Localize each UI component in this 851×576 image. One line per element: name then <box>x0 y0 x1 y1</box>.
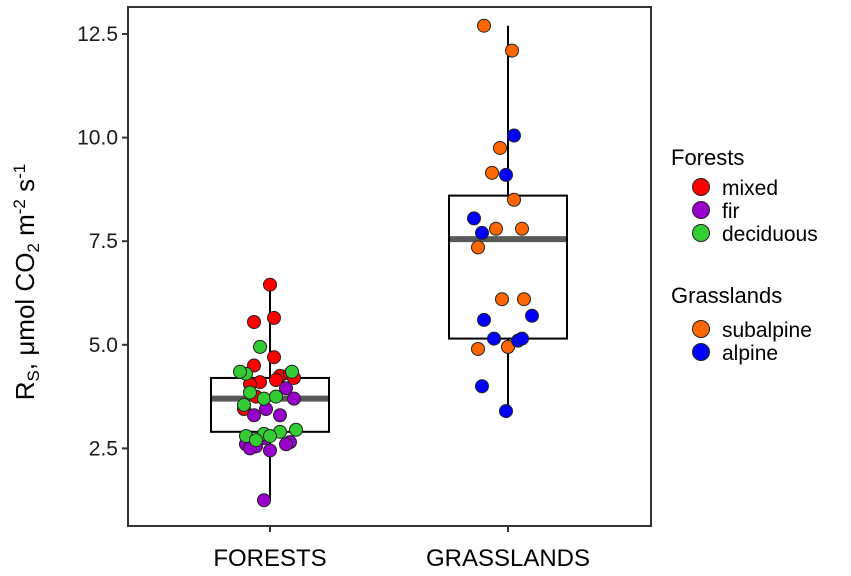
y-tick-label: 5.0 <box>89 334 118 357</box>
legend-marker-fir <box>692 201 710 219</box>
legend-label-subalpine: subalpine <box>722 319 812 342</box>
data-point-deciduous <box>233 364 247 379</box>
y-tick-label: 10.0 <box>77 127 118 150</box>
legend-marker-deciduous <box>692 224 710 242</box>
data-point-subalpine <box>493 140 507 155</box>
plot-border <box>127 6 652 527</box>
legend-label-mixed: mixed <box>722 177 778 200</box>
data-point-subalpine <box>471 341 485 356</box>
data-point-alpine <box>477 312 491 327</box>
data-point-mixed <box>269 373 283 388</box>
x-tick-label-grasslands: GRASSLANDS <box>426 545 590 572</box>
legend-label-deciduous: deciduous <box>722 223 818 246</box>
data-point-subalpine <box>485 165 499 180</box>
data-point-fir <box>257 493 271 508</box>
data-point-alpine <box>525 308 539 323</box>
y-tick-label: 2.5 <box>89 437 118 460</box>
data-point-fir <box>247 408 261 423</box>
data-point-mixed <box>247 315 261 330</box>
data-point-subalpine <box>515 221 529 236</box>
data-point-deciduous <box>289 422 303 437</box>
legend-title-forests: Forests <box>671 145 744 170</box>
data-point-subalpine <box>471 240 485 255</box>
data-point-deciduous <box>243 385 257 400</box>
data-point-fir <box>279 381 293 396</box>
legend-label-fir: fir <box>722 200 740 223</box>
data-point-deciduous <box>249 433 263 448</box>
data-point-alpine <box>467 211 481 226</box>
y-tick-label: 7.5 <box>89 230 118 253</box>
data-point-subalpine <box>517 292 531 307</box>
data-point-fir <box>263 443 277 458</box>
data-point-fir <box>273 408 287 423</box>
legend-title-grasslands: Grasslands <box>671 283 782 308</box>
plot-area <box>127 6 652 527</box>
data-point-mixed <box>267 350 281 365</box>
data-point-subalpine <box>495 292 509 307</box>
data-point-alpine <box>499 404 513 419</box>
data-point-subalpine <box>477 18 491 33</box>
x-tick-label-forests: FORESTS <box>213 545 326 572</box>
y-axis: 2.5 5.0 7.5 10.0 12.5 <box>77 23 128 460</box>
box-grasslands <box>448 194 568 340</box>
data-point-alpine <box>475 379 489 394</box>
data-point-deciduous <box>269 389 283 404</box>
legend-label-alpine: alpine <box>722 342 778 365</box>
y-axis-title: RS, μmol CO2 m-2 s-1 <box>10 164 43 401</box>
x-axis: FORESTS GRASSLANDS <box>213 526 590 572</box>
data-point-mixed <box>263 277 277 292</box>
data-point-deciduous <box>253 339 267 354</box>
y-tick-label: 12.5 <box>77 23 118 46</box>
data-point-subalpine <box>489 221 503 236</box>
data-point-alpine <box>487 331 501 346</box>
data-point-alpine <box>515 331 529 346</box>
data-point-deciduous <box>237 397 251 412</box>
data-point-fir <box>287 391 301 406</box>
data-point-fir <box>279 437 293 452</box>
data-point-subalpine <box>507 192 521 207</box>
data-point-subalpine <box>505 43 519 58</box>
data-point-deciduous <box>263 428 277 443</box>
data-point-alpine <box>475 225 489 240</box>
data-point-deciduous <box>285 364 299 379</box>
data-point-subalpine <box>501 339 515 354</box>
data-point-alpine <box>507 128 521 143</box>
legend-marker-subalpine <box>692 320 710 338</box>
legend-marker-alpine <box>692 343 710 361</box>
data-point-mixed <box>267 310 281 325</box>
data-point-deciduous <box>257 391 271 406</box>
data-point-alpine <box>499 167 513 182</box>
legend-marker-mixed <box>692 178 710 196</box>
